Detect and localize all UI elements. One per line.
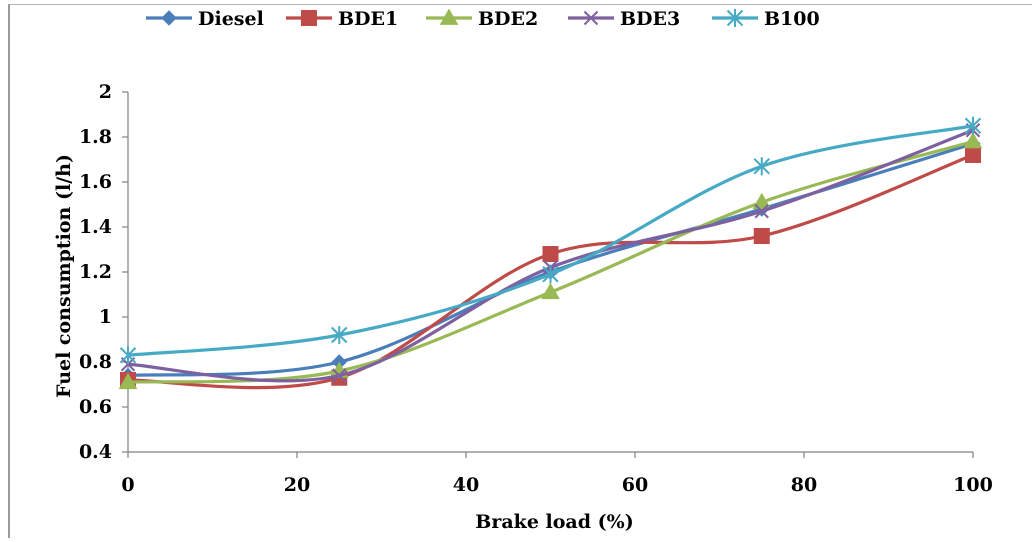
- legend: Diesel BDE1 BDE2 BDE3 B100: [146, 8, 820, 30]
- legend-item-bde3: BDE3: [568, 8, 680, 30]
- legend-label-bde1: BDE1: [338, 8, 398, 30]
- y-tick-label: 1.2: [79, 261, 112, 283]
- data-point-bde3-stroke: [332, 368, 347, 383]
- data-point-bde1: [965, 147, 981, 163]
- y-tick-label: 1: [99, 306, 112, 328]
- x-tick-label: 20: [284, 474, 310, 496]
- legend-marker-bde3-stroke: [583, 10, 599, 26]
- x-tick-label: 40: [453, 474, 479, 496]
- y-axis-title: Fuel consumption (l/h): [53, 154, 75, 398]
- x-tick-label: 80: [791, 474, 817, 496]
- legend-item-diesel: Diesel: [146, 8, 264, 30]
- legend-label-diesel: Diesel: [198, 8, 264, 30]
- legend-label-bde2: BDE2: [478, 8, 538, 30]
- series-layer: [118, 116, 983, 390]
- data-point-bde2: [541, 282, 560, 300]
- legend-marker-bde1: [301, 10, 317, 26]
- legend-item-bde1: BDE1: [286, 8, 398, 30]
- data-point-b100: [119, 346, 137, 365]
- data-point-bde1: [542, 246, 559, 262]
- data-point-b100: [964, 116, 982, 135]
- legend-marker-diesel: [161, 10, 177, 26]
- y-tick-label: 2: [99, 81, 112, 103]
- data-point-bde3-stroke: [754, 204, 769, 219]
- y-tick-label: 1.6: [79, 171, 112, 193]
- legend-label-b100: B100: [764, 8, 820, 30]
- y-tick-label: 0.8: [79, 351, 112, 373]
- data-point-bde3: [332, 368, 347, 383]
- data-point-bde2: [963, 131, 983, 149]
- data-point-b100: [542, 265, 559, 284]
- legend-item-bde2: BDE2: [426, 8, 538, 30]
- y-tick-label: 0.4: [79, 441, 112, 463]
- data-point-bde2: [752, 192, 772, 210]
- chart-frame: [8, 4, 1032, 538]
- legend-label-bde3: BDE3: [620, 8, 680, 30]
- x-tick-label: 60: [622, 474, 648, 496]
- legend-marker-b100: [726, 9, 744, 27]
- y-tick-label: 1.8: [79, 126, 112, 148]
- y-tick-label: 0.6: [79, 396, 112, 418]
- x-tick-label: 0: [121, 474, 134, 496]
- legend-marker-bde2: [439, 8, 459, 25]
- series-line-b100: [127, 124, 974, 357]
- legend-item-b100: B100: [712, 8, 820, 30]
- data-point-b100: [331, 326, 348, 344]
- series-b100: [119, 116, 982, 365]
- data-point-bde3: [754, 204, 769, 219]
- data-point-b100: [753, 157, 770, 176]
- y-tick-label: 1.4: [79, 216, 112, 238]
- x-tick-label: 100: [953, 474, 993, 496]
- axes: 0.40.60.811.21.41.61.820 20 40 60 80 100: [79, 81, 993, 496]
- data-point-bde2: [118, 372, 138, 390]
- legend-marker-bde3: [583, 10, 599, 26]
- x-axis-title: Brake load (%): [475, 511, 633, 533]
- data-point-bde1: [753, 228, 770, 244]
